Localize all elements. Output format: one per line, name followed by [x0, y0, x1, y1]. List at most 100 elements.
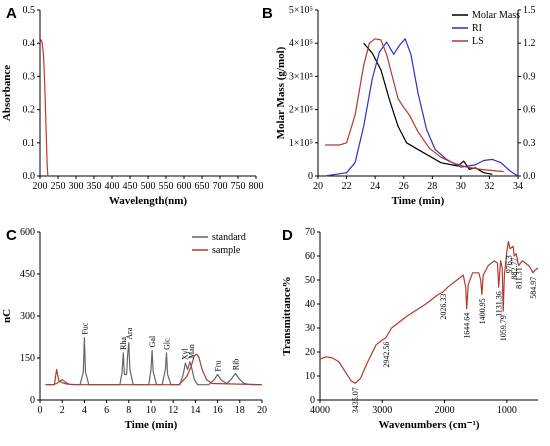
y-tick-label: 0.3	[23, 71, 36, 82]
y-tick-label: 150	[20, 353, 35, 364]
series-line-0	[319, 241, 539, 384]
y-tick-label: 10	[305, 371, 315, 382]
y-tick-label: 450	[20, 269, 35, 280]
y2-tick-label: 0.6	[523, 105, 536, 116]
x-tick-label: 400	[105, 181, 120, 192]
peak-annotation: Fru	[214, 360, 223, 371]
legend-label: sample	[212, 245, 241, 256]
x-tick-label: 500	[141, 181, 156, 192]
peak-annotation: 976.3	[504, 255, 513, 273]
peak-annotation: 882.77	[510, 258, 519, 280]
y-tick-label: 0	[30, 395, 35, 406]
y-tick-label: 5×10⁵	[289, 5, 313, 16]
y-tick-label: 0.5	[23, 5, 36, 16]
peak-annotation: 1059.79	[499, 315, 508, 341]
y2-tick-label: 0.0	[523, 171, 536, 182]
y2-tick-label: 1.5	[523, 5, 536, 16]
series-line-0	[39, 39, 49, 177]
x-tick-label: 26	[399, 181, 409, 192]
y-tick-label: 0.2	[23, 105, 36, 116]
x-tick-label: 8	[126, 405, 131, 416]
y-tick-label: 300	[20, 311, 35, 322]
x-tick-label: 14	[190, 405, 200, 416]
series-line-sample	[45, 353, 263, 386]
y-tick-label: 0.4	[23, 38, 36, 49]
x-tick-label: 20	[313, 181, 323, 192]
x-tick-label: 3000	[372, 405, 392, 416]
x-tick-label: 550	[159, 181, 174, 192]
x-tick-label: 4000	[310, 405, 330, 416]
panel-b: B 20 22 24 26 28 30 32 34 0 1×10⁵ 2×10⁵ 3×10⁵ 4×10⁵ 5×…	[262, 5, 536, 207]
peak-annotation: 2942.56	[382, 342, 391, 368]
y-axis-label: Molar Mass (g/mol)	[275, 46, 287, 139]
y-axis-label: Transmittance%	[281, 276, 293, 355]
x-tick-label: 750	[231, 181, 246, 192]
x-axis-label: Time (min)	[125, 419, 178, 431]
x-tick-label: 250	[51, 181, 66, 192]
y-axis-label: nC	[1, 309, 13, 323]
peak-annotation: 1400.95	[478, 298, 487, 324]
x-tick-label: 22	[342, 181, 352, 192]
series-line-ri	[325, 38, 519, 177]
y-tick-label: 3×10⁵	[289, 71, 313, 82]
peak-annotation: 584.97	[529, 277, 538, 299]
peak-annotation: Glc	[163, 338, 172, 350]
x-axis-label: Wavelength(nm)	[109, 195, 188, 207]
series-line-molar-mass	[363, 42, 493, 175]
x-tick-label: 4	[82, 405, 87, 416]
y-tick-label: 40	[305, 299, 315, 310]
y-tick-label: 0.0	[23, 171, 36, 182]
y-tick-label: 70	[305, 227, 315, 238]
x-tick-label: 20	[257, 405, 267, 416]
peak-annotation: 3435.07	[351, 387, 360, 413]
x-tick-label: 2000	[435, 405, 455, 416]
peak-annotation: 811.31	[515, 267, 524, 289]
x-tick-label: 12	[168, 405, 178, 416]
peak-annotation: Man	[187, 344, 196, 359]
y2-tick-label: 1.2	[523, 38, 536, 49]
peak-annotation: Rha	[119, 337, 128, 350]
x-tick-label: 650	[195, 181, 210, 192]
x-tick-label: 18	[235, 405, 245, 416]
x-axis-label: Wavenumbers (cm⁻¹)	[378, 419, 479, 431]
x-tick-label: 600	[177, 181, 192, 192]
legend-label: standard	[212, 232, 246, 243]
peak-annotation: Ara	[125, 327, 134, 339]
x-tick-label: 800	[249, 181, 264, 192]
peak-annotation: 1131.36	[495, 291, 504, 317]
y-axis-label: Absorbance	[1, 65, 13, 121]
x-tick-label: 0	[38, 405, 43, 416]
x-tick-label: 350	[87, 181, 102, 192]
peak-annotation: 2026.33	[439, 294, 448, 320]
x-tick-label: 2	[60, 405, 65, 416]
panel-letter: A	[6, 5, 17, 22]
x-tick-label: 1000	[497, 405, 517, 416]
y-tick-label: 20	[305, 347, 315, 358]
peak-annotation: Rib	[231, 359, 240, 371]
x-tick-label: 28	[427, 181, 437, 192]
peak-annotation: Gal	[148, 335, 157, 347]
panel-a: A 200 250 300 350 400 450 500 550 600 650 700 750 800…	[1, 5, 264, 207]
x-tick-label: 200	[33, 181, 48, 192]
y-tick-label: 0	[310, 395, 315, 406]
x-tick-label: 450	[123, 181, 138, 192]
legend-label: LS	[472, 36, 484, 47]
legend-label: RI	[472, 23, 482, 34]
x-tick-label: 32	[484, 181, 494, 192]
y-tick-label: 4×10⁵	[289, 38, 313, 49]
panel-c: C 0 2 4 6 8 10 12 14 16 18 20 0 150 300 450 600 Time (min…	[1, 227, 267, 431]
y2-tick-label: 0.3	[523, 138, 536, 149]
x-tick-label: 34	[513, 181, 523, 192]
peak-annotation: 1644.64	[463, 313, 472, 339]
y-tick-label: 0.1	[23, 138, 36, 149]
x-tick-label: 24	[370, 181, 380, 192]
y2-tick-label: 0.9	[523, 71, 536, 82]
legend-label: Molar Mass	[472, 10, 520, 21]
x-tick-label: 300	[69, 181, 84, 192]
panel-letter: D	[282, 227, 293, 244]
y-tick-label: 60	[305, 251, 315, 262]
x-tick-label: 6	[104, 405, 109, 416]
x-tick-label: 10	[146, 405, 156, 416]
panel-d: D 4000 3000 2000 1000 0 10 20 30 40 50 60 70 Wavenumb…	[281, 227, 539, 431]
x-axis-label: Time (min)	[392, 195, 445, 207]
